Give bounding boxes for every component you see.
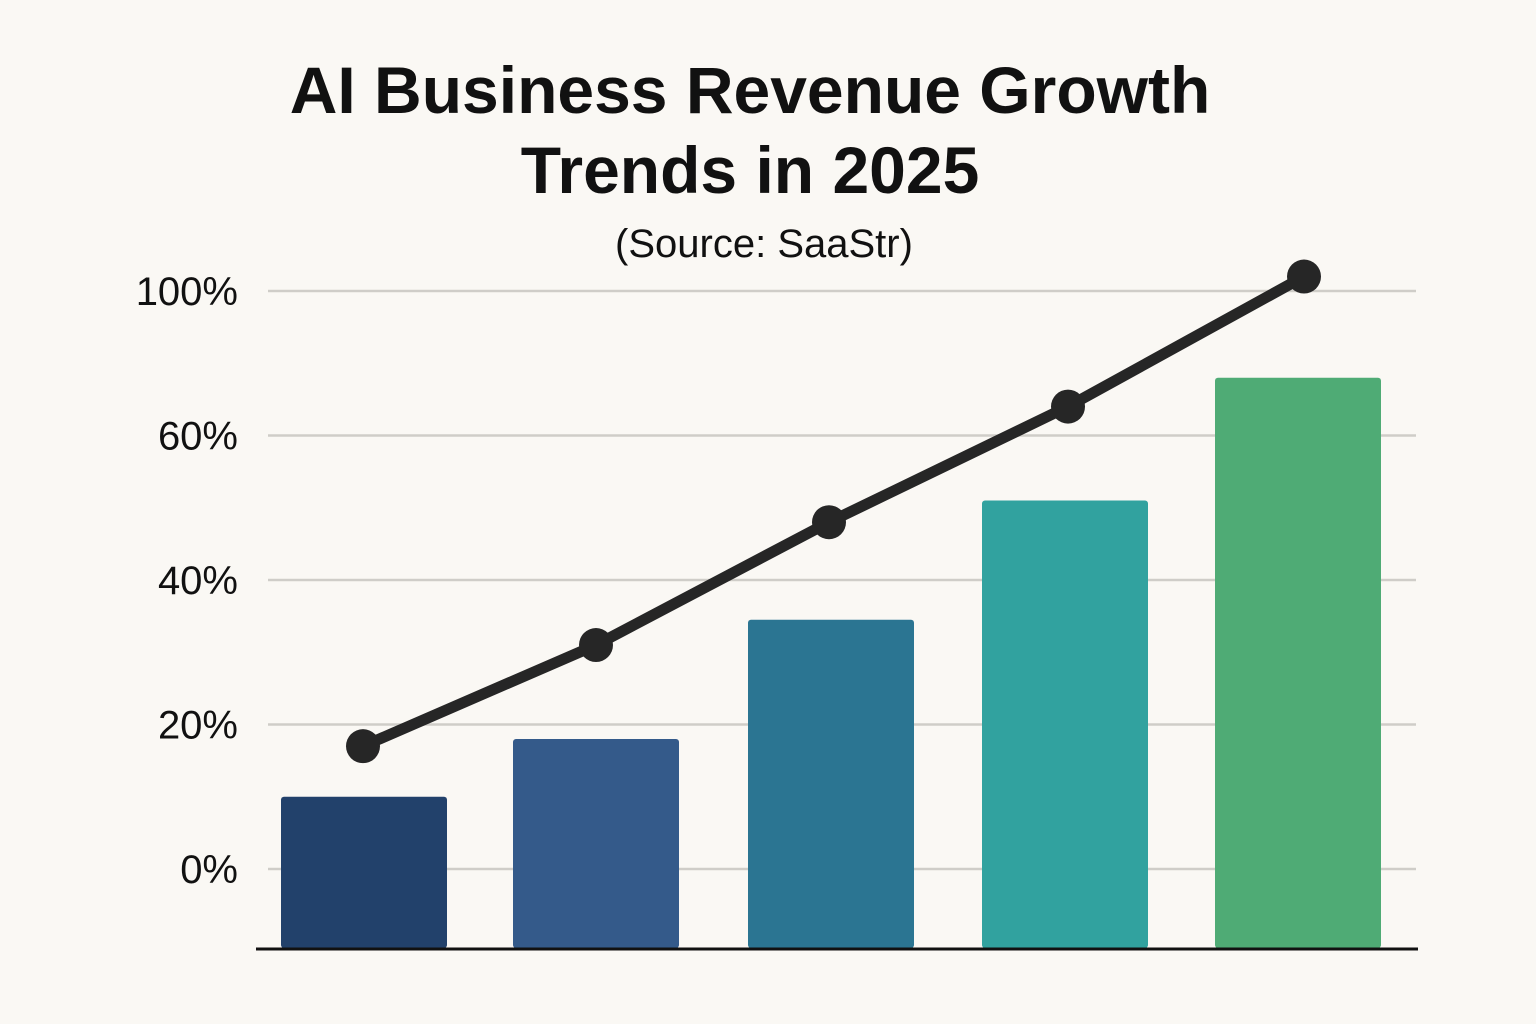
bar: [982, 500, 1148, 948]
trend-point: [1287, 259, 1321, 294]
trend-point: [1051, 389, 1085, 424]
y-tick-label: 0%: [180, 848, 238, 892]
bar: [748, 619, 914, 948]
y-tick-label: 60%: [158, 415, 238, 459]
y-tick-label: 20%: [158, 704, 238, 748]
y-tick-label: 100%: [136, 270, 238, 314]
trend-point: [812, 505, 846, 540]
bar: [1215, 377, 1381, 948]
trend-point: [579, 628, 613, 663]
bar: [513, 738, 679, 948]
chart-subtitle: (Source: SaaStr): [615, 222, 913, 266]
trend-point: [346, 729, 380, 764]
chart-title-line-1: AI Business Revenue Growth: [289, 53, 1211, 127]
chart-title-line-2: Trends in 2025: [520, 133, 980, 207]
y-tick-label: 40%: [158, 559, 238, 603]
bar: [281, 796, 447, 948]
